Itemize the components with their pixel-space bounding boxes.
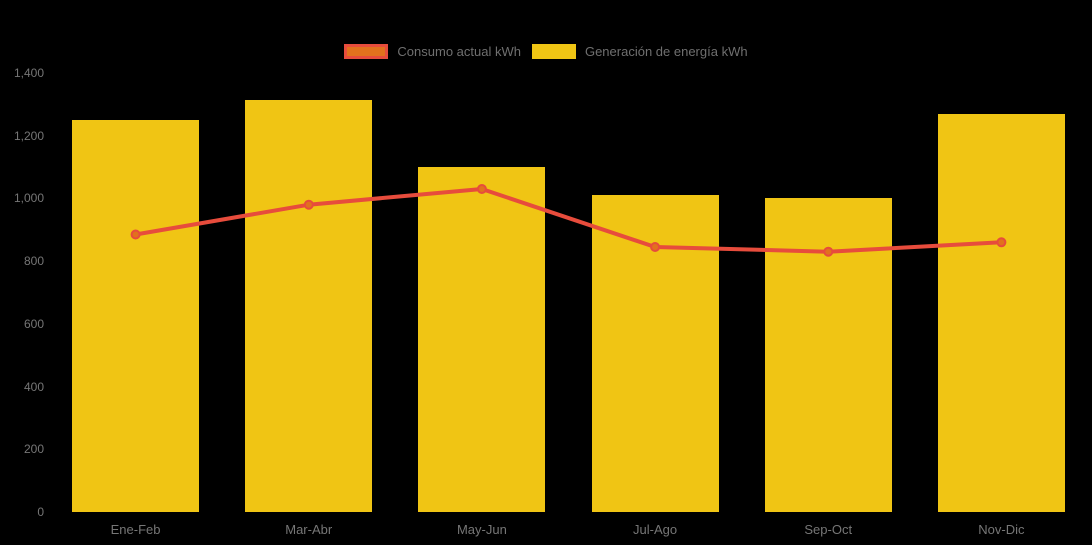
y-tick-label: 200 xyxy=(23,442,44,457)
legend-label-consumo: Consumo actual kWh xyxy=(397,44,521,59)
y-tick-label: 1,200 xyxy=(13,128,44,143)
chart-legend: Consumo actual kWh Generación de energía… xyxy=(0,44,1092,59)
x-tick-label-may-jun: May-Jun xyxy=(456,522,507,537)
bar-may-jun[interactable] xyxy=(418,167,546,512)
bar-sep-oct[interactable] xyxy=(764,198,892,512)
x-tick-label-ene-feb: Ene-Feb xyxy=(110,522,161,537)
legend-item-generacion[interactable]: Generación de energía kWh xyxy=(531,44,748,59)
data-point-ene-feb[interactable] xyxy=(130,229,141,240)
generacion-swatch-icon xyxy=(531,44,576,59)
x-tick-label-jul-ago: Jul-Ago xyxy=(633,522,678,537)
data-point-nov-dic[interactable] xyxy=(996,237,1007,248)
consumo-swatch-icon xyxy=(344,44,389,59)
y-tick-label: 1,000 xyxy=(13,191,44,206)
y-tick-label: 0 xyxy=(37,505,44,519)
x-tick-label-sep-oct: Sep-Oct xyxy=(804,522,853,537)
y-tick-label: 400 xyxy=(23,379,44,394)
bar-nov-dic[interactable] xyxy=(937,113,1065,512)
y-tick-label: 1,400 xyxy=(13,66,44,80)
data-point-may-jun[interactable] xyxy=(476,184,487,194)
y-tick-label: 800 xyxy=(23,254,44,269)
legend-item-consumo[interactable]: Consumo actual kWh xyxy=(344,44,521,59)
legend-label-generacion: Generación de energía kWh xyxy=(584,44,748,59)
bar-ene-feb[interactable] xyxy=(72,120,200,512)
y-tick-label: 600 xyxy=(23,316,44,331)
data-point-sep-oct[interactable] xyxy=(823,246,834,257)
data-point-jul-ago[interactable] xyxy=(650,242,661,252)
x-tick-label-mar-abr: Mar-Abr xyxy=(285,522,333,537)
data-point-mar-abr[interactable] xyxy=(303,199,314,210)
x-tick-label-nov-dic: Nov-Dic xyxy=(978,522,1025,537)
bar-mar-abr[interactable] xyxy=(245,99,373,512)
